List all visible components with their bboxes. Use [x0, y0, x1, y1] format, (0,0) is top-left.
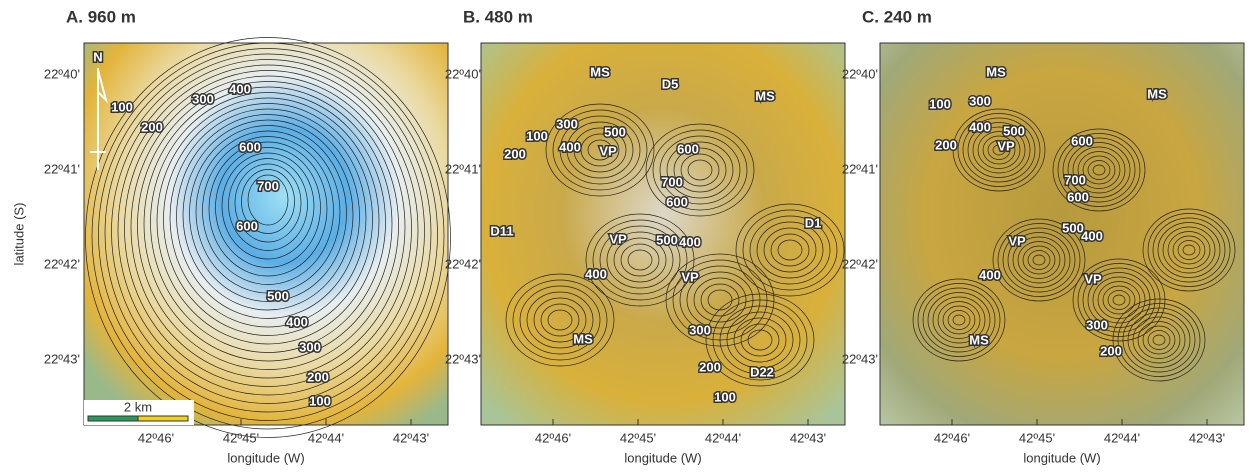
lat-tick-label: 22º42'	[44, 256, 80, 271]
map-label: 100	[714, 389, 736, 404]
map-label: MS	[986, 64, 1006, 79]
lon-tick-label: 42º43'	[393, 430, 429, 445]
lon-tick-label: 42º44'	[308, 430, 344, 445]
map-label: 200	[699, 359, 721, 374]
lon-tick-label: 42º43'	[790, 430, 826, 445]
lon-tick-label: 42º45'	[223, 430, 259, 445]
lon-tick-label: 42º43'	[1189, 430, 1225, 445]
map-label: 300	[299, 339, 321, 354]
lat-tick-label: 22º43'	[445, 351, 481, 366]
map-label: D5	[662, 76, 679, 91]
map-label: 300	[192, 91, 214, 106]
map-label: 300	[1086, 317, 1108, 332]
map-label: D22	[750, 364, 774, 379]
map-label: D11	[490, 223, 513, 238]
map-label: 400	[585, 266, 607, 281]
map-label: 300	[969, 93, 991, 108]
map-label: 600	[677, 141, 699, 156]
map-label: 100	[526, 128, 548, 143]
map-label: 700	[1064, 172, 1086, 187]
lon-tick-label: 42º46'	[138, 430, 174, 445]
map-label: VP	[1008, 233, 1026, 248]
lat-tick-label: 22º40'	[842, 66, 878, 81]
map-label: 400	[969, 119, 991, 134]
map-label: 700	[257, 178, 279, 193]
map-label: VP	[997, 138, 1015, 153]
map-label: MS	[1147, 86, 1167, 101]
map-label: 500	[604, 124, 626, 139]
lat-tick-label: 22º40'	[445, 66, 481, 81]
lon-tick-label: 42º44'	[705, 430, 741, 445]
lat-tick-label: 22º40'	[44, 66, 80, 81]
panel-title: A. 960 m	[66, 7, 136, 26]
map-label: 500	[656, 232, 678, 247]
map-label: 400	[979, 267, 1001, 282]
map-label: 100	[111, 99, 133, 114]
lat-tick-label: 22º43'	[44, 351, 80, 366]
panel-title: C. 240 m	[862, 7, 932, 26]
scale-bar	[138, 416, 188, 421]
lon-tick-label: 42º44'	[1104, 430, 1140, 445]
map-label: 200	[307, 369, 329, 384]
map-label: 600	[236, 218, 258, 233]
map-label: MS	[969, 332, 989, 347]
x-axis-label: longitude (W)	[624, 450, 701, 465]
scale-label: 2 km	[124, 399, 152, 414]
panel-title: B. 480 m	[463, 7, 533, 26]
north-label: N	[93, 49, 102, 64]
map-label: 200	[504, 146, 526, 161]
map-label: 200	[935, 137, 957, 152]
map-label: 500	[267, 288, 289, 303]
map-label: 600	[1067, 189, 1089, 204]
map-label: 300	[689, 322, 711, 337]
map-label: 400	[286, 314, 308, 329]
map-label: 600	[1071, 133, 1093, 148]
scale-bar	[88, 416, 138, 421]
lat-tick-label: 22º41'	[842, 161, 878, 176]
map-label: 400	[679, 234, 701, 249]
lat-tick-label: 22º43'	[842, 351, 878, 366]
map-label: D1	[805, 215, 822, 230]
map-label: 700	[661, 174, 683, 189]
map-label: VP	[599, 143, 617, 158]
map-label: 200	[1100, 343, 1122, 358]
lon-tick-label: 42º46'	[934, 430, 970, 445]
map-label: 500	[1003, 123, 1025, 138]
map-label: 400	[1081, 228, 1103, 243]
map-label: 400	[559, 139, 581, 154]
lon-tick-label: 42º45'	[620, 430, 656, 445]
lon-tick-label: 42º46'	[535, 430, 571, 445]
lat-tick-label: 22º42'	[445, 256, 481, 271]
map-label: VP	[1084, 271, 1102, 286]
map-label: 600	[666, 194, 688, 209]
x-axis-label: longitude (W)	[1023, 450, 1100, 465]
map-label: VP	[681, 269, 699, 284]
map-label: 100	[309, 393, 331, 408]
lat-tick-label: 22º41'	[445, 161, 481, 176]
x-axis-label: longitude (W)	[227, 450, 304, 465]
map-label: 100	[929, 96, 951, 111]
lat-tick-label: 22º41'	[44, 161, 80, 176]
lat-tick-label: 22º42'	[842, 256, 878, 271]
lon-tick-label: 42º45'	[1019, 430, 1055, 445]
figure: latitude (S) A. 960 m longitude (W) 42º46'…	[0, 0, 1252, 471]
map-label: 400	[229, 81, 251, 96]
map-label: MS	[590, 64, 610, 79]
map-label: MS	[755, 88, 775, 103]
map-label: 200	[141, 119, 163, 134]
map-label: VP	[609, 231, 627, 246]
map-label: 600	[239, 139, 261, 154]
map-label: 300	[556, 116, 578, 131]
y-axis-label: latitude (S)	[11, 203, 26, 266]
map-label: MS	[573, 331, 593, 346]
